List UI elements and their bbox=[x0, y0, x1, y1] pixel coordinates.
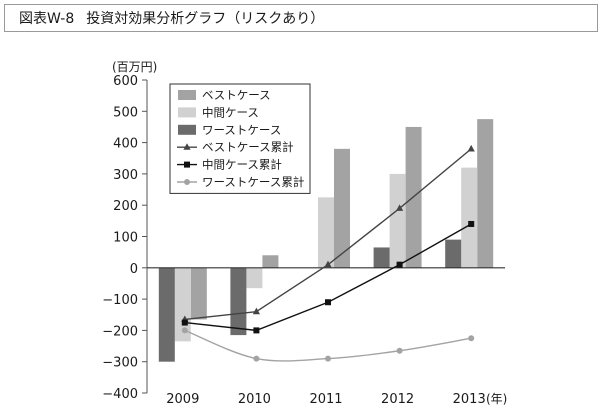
legend: ベストケース中間ケースワーストケースベストケース累計中間ケース累計ワーストケース… bbox=[169, 83, 311, 194]
figure-caption: 図表W-8 投資対効果分析グラフ（リスクあり） bbox=[19, 10, 336, 28]
x-axis-unit-label: (年) bbox=[486, 392, 507, 406]
bar-3-2009 bbox=[158, 267, 175, 362]
legend-marker bbox=[184, 161, 190, 168]
marker-3-2010 bbox=[253, 355, 260, 362]
y-tick-label: −400 bbox=[102, 387, 138, 402]
bar-2-2011 bbox=[318, 197, 334, 268]
bar-series bbox=[147, 119, 505, 362]
y-axis-unit-label: (百万円) bbox=[112, 60, 157, 74]
y-tick-label: −200 bbox=[102, 324, 138, 339]
x-tick-label: 2011 bbox=[309, 392, 342, 407]
bar-2-2010 bbox=[246, 267, 263, 289]
cumulative-lines bbox=[181, 144, 475, 362]
marker-2-2010 bbox=[253, 327, 260, 334]
figure-title: 投資対効果分析グラフ（リスクあり） bbox=[86, 11, 325, 27]
y-tick-label: 100 bbox=[113, 231, 138, 246]
marker-1-2012 bbox=[396, 204, 404, 211]
y-tick-label: −100 bbox=[102, 293, 138, 308]
x-tick-label: 2010 bbox=[238, 392, 271, 407]
bar-1-2010 bbox=[262, 255, 279, 268]
marker-2-2009 bbox=[181, 319, 188, 326]
y-tick-label: 0 bbox=[130, 262, 138, 277]
legend-marker bbox=[183, 143, 191, 150]
legend-label: ベストケース累計 bbox=[202, 140, 294, 154]
legend-label: 中間ケース bbox=[202, 105, 259, 119]
marker-3-2012 bbox=[396, 347, 403, 354]
marker-3-2013 bbox=[468, 335, 475, 342]
marker-2-2013 bbox=[468, 220, 475, 227]
legend-box bbox=[169, 83, 311, 194]
figure-header: 図表W-8 投資対効果分析グラフ（リスクあり） bbox=[4, 4, 598, 32]
y-tick-label: 400 bbox=[113, 137, 138, 152]
bar-1-2009 bbox=[190, 267, 207, 320]
bar-1-2013 bbox=[477, 119, 494, 268]
legend-label: ワーストケース bbox=[202, 123, 281, 137]
x-tick-label: 2013 bbox=[453, 392, 486, 407]
bar-1-2011 bbox=[334, 148, 350, 268]
y-axis: −400 −300 −200 −100 0 100 200 300 400 500 600 bbox=[102, 74, 148, 402]
legend-label: ワーストケース累計 bbox=[202, 175, 304, 189]
marker-3-2009 bbox=[181, 327, 188, 334]
legend-label: ベストケース bbox=[202, 88, 271, 102]
x-tick-label: 2009 bbox=[166, 392, 199, 407]
y-tick-label: 500 bbox=[113, 105, 138, 120]
marker-1-2013 bbox=[467, 144, 475, 152]
bar-3-2013 bbox=[445, 239, 462, 268]
legend-swatch bbox=[178, 124, 196, 135]
figure-number: 図表W-8 bbox=[19, 11, 75, 27]
bar-3-2012 bbox=[373, 247, 390, 268]
marker-1-2011 bbox=[324, 260, 332, 268]
y-tick-label: 300 bbox=[113, 168, 138, 183]
bar-3-2010 bbox=[230, 267, 247, 336]
legend-label: 中間ケース累計 bbox=[202, 158, 282, 172]
marker-1-2010 bbox=[252, 307, 260, 315]
legend-marker bbox=[184, 179, 190, 185]
marker-2-2012 bbox=[396, 261, 403, 268]
y-tick-label: 200 bbox=[113, 199, 138, 214]
marker-3-2011 bbox=[325, 355, 331, 362]
bar-2-2013 bbox=[461, 167, 478, 268]
y-tick-label: 600 bbox=[113, 74, 138, 89]
x-tick-label: 2012 bbox=[381, 392, 414, 407]
bar-2-2012 bbox=[389, 173, 406, 268]
x-axis-labels: 2009 2010 2011 2012 2013 bbox=[166, 392, 485, 407]
marker-2-2011 bbox=[325, 299, 331, 306]
y-tick-label: −300 bbox=[102, 356, 138, 371]
legend-swatch bbox=[178, 107, 196, 118]
legend-swatch bbox=[178, 90, 196, 100]
